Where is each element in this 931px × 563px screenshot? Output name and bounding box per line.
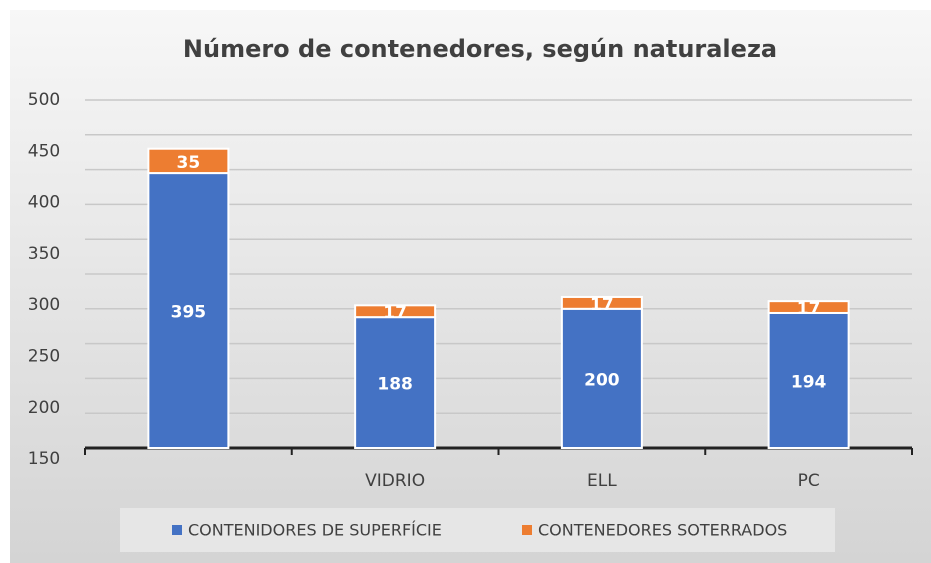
legend-label: CONTENEDORES SOTERRADOS xyxy=(538,521,787,540)
y-axis-label: 400 xyxy=(28,193,60,213)
y-axis-label: 200 xyxy=(28,398,60,418)
bar-segment xyxy=(354,304,437,319)
y-axis-label: 250 xyxy=(28,347,60,367)
bar-segment xyxy=(560,307,643,449)
x-tick-label: VIDRIO xyxy=(365,471,425,491)
bar-segment xyxy=(767,300,850,314)
x-tick-label: PC xyxy=(798,471,820,491)
bar-segment xyxy=(354,316,437,450)
bar-segment xyxy=(560,295,643,310)
data-label: 35 xyxy=(177,153,201,173)
legend-swatch xyxy=(522,525,532,535)
data-label: 17 xyxy=(383,303,407,323)
chart-title: Número de contenedores, según naturaleza xyxy=(183,35,777,63)
data-label: 200 xyxy=(584,370,620,390)
y-axis-label: 300 xyxy=(28,295,60,315)
y-axis-label: 150 xyxy=(28,449,60,469)
legend-label: CONTENIDORES DE SUPERFÍCIE xyxy=(188,521,442,540)
data-label: 188 xyxy=(377,375,413,395)
y-axis-label: 500 xyxy=(28,90,60,110)
y-axis-label: 450 xyxy=(28,141,60,161)
y-axis-label: 350 xyxy=(28,244,60,264)
bar-segment xyxy=(147,172,230,450)
bar-segment xyxy=(147,147,230,175)
legend-box xyxy=(120,508,835,552)
data-label: 17 xyxy=(797,299,821,319)
bar-segment xyxy=(767,311,850,450)
data-label: 17 xyxy=(590,295,614,315)
data-label: 194 xyxy=(791,372,827,392)
x-tick-label: ELL xyxy=(587,471,617,491)
data-label: 395 xyxy=(171,303,207,323)
legend-swatch xyxy=(172,525,182,535)
